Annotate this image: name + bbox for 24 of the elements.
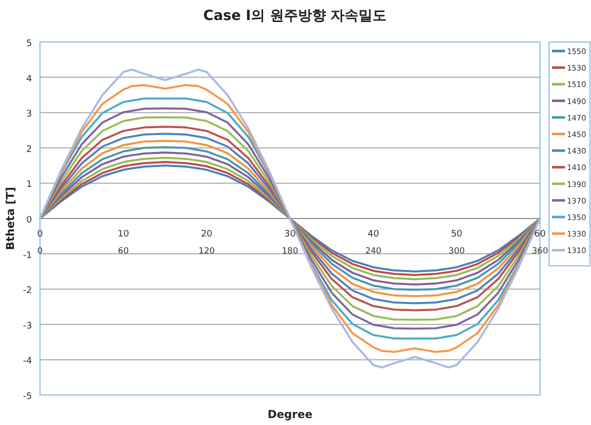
y-tick-label: 4 — [26, 74, 32, 84]
y-tick-label: -2 — [23, 286, 32, 296]
y-tick-label: 0 — [26, 216, 32, 226]
y-tick-label: -3 — [23, 321, 32, 332]
y-tick-label: -5 — [23, 392, 32, 402]
y-tick-label: 1 — [26, 180, 32, 190]
y-tick-label: -4 — [23, 356, 32, 367]
chart-title: Case I의 원주방향 자속밀도 — [203, 8, 387, 24]
y-tick-label: 5 — [26, 39, 32, 49]
x2-tick-label: 120 — [198, 246, 215, 256]
x2-tick-label: 300 — [448, 246, 465, 256]
x-tick-label: 20 — [200, 230, 213, 240]
x-tick-label: 40 — [368, 230, 380, 240]
y-tick-label: -1 — [23, 250, 32, 261]
y-tick-label: 2 — [26, 144, 32, 155]
x-axis-title: Degree — [268, 408, 312, 421]
x-tick-label: 10 — [118, 230, 130, 240]
x-tick-label: 30 — [284, 230, 296, 240]
y-tick-label: 3 — [26, 110, 32, 120]
x2-tick-label: 60 — [118, 246, 129, 256]
x-tick-label: 50 — [450, 230, 463, 240]
y-axis-title: Btheta [T] — [4, 186, 17, 250]
x2-tick-label: 240 — [365, 246, 382, 256]
x2-tick-label: 180 — [282, 246, 298, 256]
